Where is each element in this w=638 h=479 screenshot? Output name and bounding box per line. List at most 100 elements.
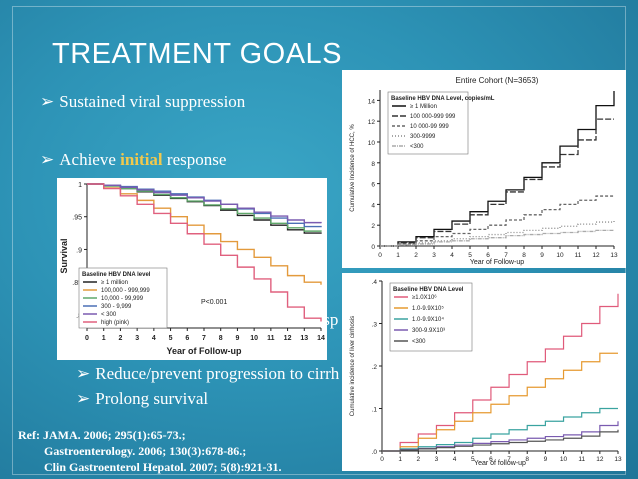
y-tick-label: .4 — [372, 279, 378, 286]
highlight-initial: initial — [120, 150, 163, 169]
legend-entry: ≥ 1 Million — [410, 104, 437, 110]
legend-entry: 100,000 - 999,999 — [101, 288, 150, 294]
legend-box — [389, 282, 473, 352]
reference-1: Ref: JAMA. 2006; 295(1):65-73.; — [18, 428, 186, 442]
y-tick-label: 2 — [371, 223, 375, 230]
legend-entry: 1.0-9.9X10⁴ — [412, 316, 444, 323]
y-tick-label: 12 — [368, 119, 376, 126]
x-tick-label: 7 — [507, 456, 511, 463]
x-tick-label: 6 — [185, 335, 189, 342]
x-tick-label: 10 — [556, 252, 564, 259]
y-tick-label: 10 — [368, 140, 376, 147]
x-tick-label: 9 — [544, 456, 548, 463]
legend-entry: <300 — [410, 144, 424, 150]
y-tick-label: 14 — [368, 98, 376, 105]
x-tick-label: 0 — [380, 456, 384, 463]
x-tick-label: 5 — [468, 252, 472, 259]
x-tick-label: 8 — [522, 252, 526, 259]
x-tick-label: 13 — [610, 252, 618, 259]
x-axis-label: Year of Follow-up — [470, 259, 524, 266]
series-line-3 — [382, 407, 618, 452]
legend-entry: 100 000-999 999 — [410, 114, 456, 120]
x-axis-label: Year of Follow-up — [166, 346, 242, 356]
x-tick-label: 8 — [219, 335, 223, 342]
legend-entry: ≥ 1 million — [101, 280, 128, 286]
reference-3: Clin Gastroenterol Hepatol. 2007; 5(8):9… — [44, 460, 282, 474]
x-tick-label: 11 — [267, 335, 275, 342]
slide-title: TREATMENT GOALS — [52, 38, 343, 70]
x-axis-label: Year of follow-up — [474, 460, 526, 467]
x-tick-label: 5 — [169, 335, 173, 342]
y-tick-label: .1 — [372, 407, 378, 414]
y-tick-label: .95 — [72, 215, 82, 222]
x-tick-label: 8 — [525, 456, 529, 463]
x-tick-label: 0 — [85, 335, 89, 342]
series-line-2 — [382, 352, 618, 452]
legend-box — [387, 91, 469, 155]
series-line-3 — [380, 195, 615, 247]
legend-entry: high (pink) — [101, 320, 129, 326]
x-tick-label: 12 — [596, 456, 604, 463]
x-tick-label: 9 — [540, 252, 544, 259]
y-axis-label: Cumulative incidence of liver cirrhosis — [350, 316, 356, 416]
x-tick-label: 3 — [432, 252, 436, 259]
p-value-annotation: P<0.001 — [201, 299, 227, 306]
y-tick-label: 4 — [371, 202, 375, 209]
series-line-6 — [87, 183, 322, 322]
cirrhosis-chart-panel: 0 1 2 3 4 5 6 7 8 9 10 11 12 13.0.1.2.3.4 Year of foll… — [342, 273, 626, 471]
x-tick-label: 4 — [450, 252, 454, 259]
legend-entry: 10,000 - 99,999 — [101, 296, 144, 302]
x-tick-label: 2 — [118, 335, 122, 342]
x-tick-label: 4 — [152, 335, 156, 342]
legend-title: Baseline HBV DNA level — [82, 272, 151, 278]
legend-entry: 1.0-9.9X10⁵ — [412, 305, 444, 312]
x-tick-label: 7 — [504, 252, 508, 259]
x-tick-label: 12 — [592, 252, 600, 259]
reference-2: Gastroenterology. 2006; 130(3):678-86.; — [44, 444, 247, 458]
legend-entry: 300-9999 — [410, 134, 436, 140]
x-tick-label: 1 — [102, 335, 106, 342]
y-tick-label: 1 — [78, 182, 82, 189]
x-tick-label: 1 — [398, 456, 402, 463]
x-tick-label: 4 — [453, 456, 457, 463]
bullet-cirrhosis: ➢ Reduce/prevent progression to cirrh — [76, 364, 340, 383]
x-tick-label: 13 — [614, 456, 622, 463]
series-line-3 — [87, 183, 322, 232]
y-tick-label: .9 — [76, 247, 82, 254]
legend-title: Baseline HBV DNA Level, copies/mL — [391, 96, 495, 102]
bullet-initial-response: ➢ Achieve initial response — [40, 150, 227, 169]
legend-entry: 10 000-99 999 — [410, 124, 449, 130]
x-tick-label: 11 — [578, 456, 585, 463]
arrow-bullet-icon: ➢ — [76, 389, 91, 408]
x-tick-label: 7 — [202, 335, 206, 342]
x-tick-label: 2 — [414, 252, 418, 259]
series-line-5 — [87, 183, 322, 224]
bullet-survival: ➢ Prolong survival — [76, 389, 209, 408]
series-line-4 — [380, 221, 615, 247]
y-tick-label: 8 — [371, 161, 375, 168]
legend-entry: 300-9.9X10³ — [412, 328, 445, 334]
x-tick-label: 3 — [435, 456, 439, 463]
legend-entry: <300 — [412, 339, 426, 345]
y-tick-label: .0 — [372, 449, 378, 456]
bullet-sustained: ➢ Sustained viral suppression — [40, 92, 246, 111]
y-axis-label: Survival — [59, 238, 69, 273]
x-tick-label: 6 — [486, 252, 490, 259]
legend-entry: < 300 — [101, 312, 117, 318]
legend-box — [78, 267, 168, 329]
y-tick-label: .85 — [72, 280, 82, 287]
legend-title: Baseline HBV DNA Level — [393, 287, 464, 293]
y-axis-label: Cumulative Incidence of HCC, % — [350, 124, 356, 212]
arrow-bullet-icon: ➢ — [40, 92, 55, 111]
x-tick-label: 11 — [575, 252, 582, 259]
arrow-bullet-icon: ➢ — [40, 150, 55, 169]
chart-title: Entire Cohort (N=3653) — [456, 76, 539, 85]
arrow-bullet-icon: ➢ — [76, 364, 91, 383]
x-tick-label: 9 — [235, 335, 239, 342]
y-tick-label: .3 — [372, 322, 378, 329]
series-line-1 — [382, 293, 619, 452]
